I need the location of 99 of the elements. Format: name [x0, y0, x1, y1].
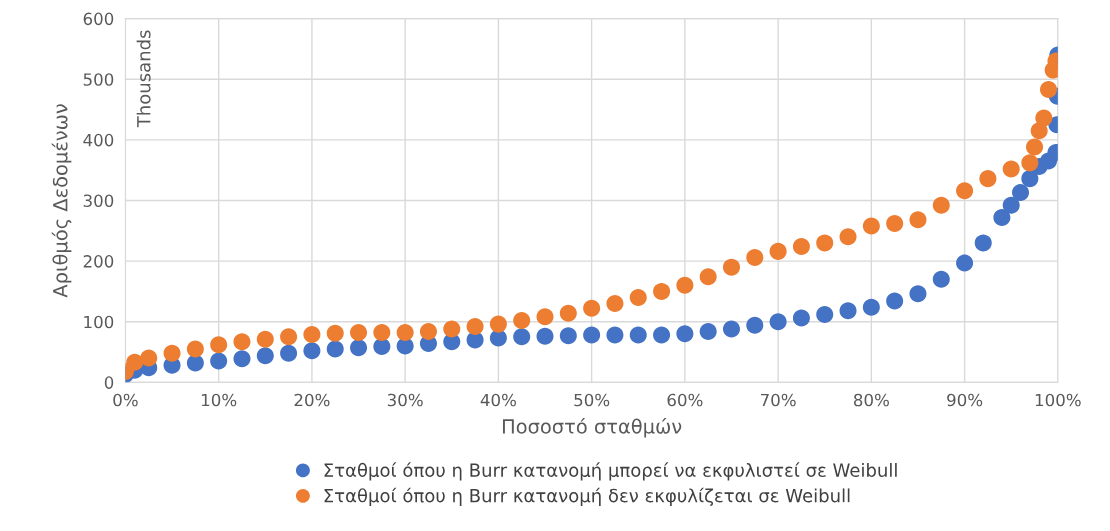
x-tick-label: 70%: [760, 393, 796, 407]
point: [513, 328, 531, 346]
point: [699, 322, 717, 340]
point: [839, 302, 857, 320]
point: [210, 336, 228, 354]
point: [653, 282, 671, 300]
point: [993, 208, 1011, 226]
point: [350, 339, 368, 357]
point: [1002, 196, 1020, 214]
point: [536, 308, 554, 326]
point: [1021, 170, 1039, 188]
x-tick-label: 30%: [387, 393, 423, 407]
point: [1035, 109, 1053, 127]
y-tick-label: 0: [104, 376, 114, 389]
point: [956, 182, 974, 200]
point: [233, 350, 251, 368]
point: [862, 298, 880, 316]
point: [746, 248, 764, 266]
point: [466, 318, 484, 336]
point: [886, 214, 904, 232]
point: [559, 304, 577, 322]
legend-label: Σταθμοί όπου η Burr κατανομή δεν εκφυλίζεται σε Weibull: [324, 487, 850, 506]
point: [559, 327, 577, 345]
x-tick-label: 20%: [294, 393, 330, 407]
point: [746, 316, 764, 334]
point: [583, 326, 601, 344]
point: [186, 354, 204, 372]
point: [769, 242, 787, 260]
point: [419, 322, 437, 340]
point: [1021, 154, 1039, 172]
point: [443, 320, 461, 338]
x-tick-label: 10%: [201, 393, 237, 407]
x-tick-label: 90%: [947, 393, 983, 407]
y-tick-label: 300: [83, 194, 114, 208]
point: [769, 313, 787, 331]
point: [909, 211, 927, 229]
annotation: Thousands: [136, 30, 151, 128]
point: [886, 292, 904, 310]
x-tick-label: 80%: [853, 393, 889, 407]
point: [792, 238, 810, 256]
point: [676, 276, 694, 294]
point: [909, 285, 927, 303]
point: [126, 353, 144, 371]
point: [629, 288, 647, 306]
x-axis-title: Ποσοστό σταθμών: [502, 417, 682, 438]
point: [862, 217, 880, 235]
point: [974, 234, 992, 252]
point: [676, 325, 694, 343]
legend-label: Σταθμοί όπου η Burr κατανομή μπορεί να εκφυλιστεί σε Weibull: [324, 462, 897, 481]
point: [932, 270, 950, 288]
point: [583, 299, 601, 317]
point: [816, 234, 834, 252]
point: [653, 326, 671, 344]
point: [699, 268, 717, 286]
point: [303, 342, 321, 360]
y-tick-label: 600: [83, 12, 114, 26]
x-tick-label: 40%: [480, 393, 516, 407]
point: [373, 324, 391, 342]
point: [396, 324, 414, 342]
point: [233, 333, 251, 351]
y-tick-label: 200: [83, 255, 114, 268]
x-tick-label: 0%: [113, 393, 138, 407]
point: [1002, 160, 1020, 178]
x-tick-label: 50%: [574, 393, 610, 407]
point: [956, 254, 974, 272]
point: [350, 324, 368, 342]
point: [140, 349, 158, 367]
point: [280, 344, 298, 362]
x-tick-label: 100%: [1035, 393, 1081, 407]
y-tick-label: 500: [83, 73, 114, 86]
point: [606, 326, 624, 344]
point: [722, 258, 740, 276]
point: [326, 340, 344, 358]
point: [1040, 81, 1058, 99]
point: [210, 352, 228, 370]
point: [489, 315, 507, 333]
point: [932, 196, 950, 214]
point: [1012, 184, 1030, 202]
point: [606, 295, 624, 313]
point: [303, 325, 321, 343]
x-tick-label: 60%: [667, 393, 703, 407]
point: [163, 344, 181, 362]
point: [816, 305, 834, 323]
point: [722, 320, 740, 338]
point: [792, 309, 810, 327]
point: [839, 228, 857, 246]
y-tick-label: 400: [83, 133, 114, 147]
point: [280, 328, 298, 346]
y-axis-title: Αριθμός Δεδομένων: [51, 104, 72, 298]
point: [256, 347, 274, 365]
y-tick-label: 100: [84, 315, 114, 329]
point: [979, 170, 997, 188]
point: [536, 327, 554, 345]
point: [256, 330, 274, 348]
point: [326, 324, 344, 342]
point: [513, 311, 531, 329]
point: [629, 326, 647, 344]
point: [1026, 138, 1044, 156]
point: [186, 340, 204, 358]
